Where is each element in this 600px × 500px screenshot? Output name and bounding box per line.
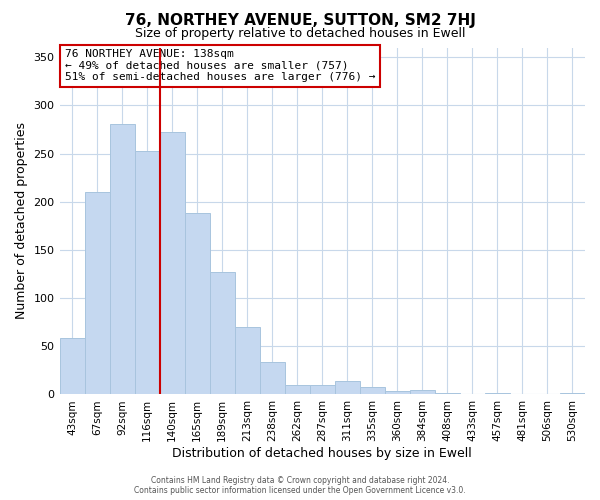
X-axis label: Distribution of detached houses by size in Ewell: Distribution of detached houses by size … [172, 447, 472, 460]
Bar [59, 338, 85, 394]
Bar [209, 272, 235, 394]
Bar [360, 386, 385, 394]
Text: 76 NORTHEY AVENUE: 138sqm
← 49% of detached houses are smaller (757)
51% of semi: 76 NORTHEY AVENUE: 138sqm ← 49% of detac… [65, 49, 375, 82]
Bar [160, 132, 185, 394]
Bar [110, 124, 134, 394]
Bar [560, 392, 585, 394]
Text: Size of property relative to detached houses in Ewell: Size of property relative to detached ho… [135, 28, 465, 40]
Y-axis label: Number of detached properties: Number of detached properties [15, 122, 28, 320]
Bar [235, 327, 260, 394]
Bar [134, 150, 160, 394]
Bar [85, 192, 110, 394]
Bar [185, 214, 209, 394]
Bar [260, 362, 285, 394]
Text: 76, NORTHEY AVENUE, SUTTON, SM2 7HJ: 76, NORTHEY AVENUE, SUTTON, SM2 7HJ [125, 12, 475, 28]
Bar [335, 381, 360, 394]
Bar [285, 385, 310, 394]
Bar [410, 390, 435, 394]
Bar [385, 390, 410, 394]
Text: Contains HM Land Registry data © Crown copyright and database right 2024.
Contai: Contains HM Land Registry data © Crown c… [134, 476, 466, 495]
Bar [310, 385, 335, 394]
